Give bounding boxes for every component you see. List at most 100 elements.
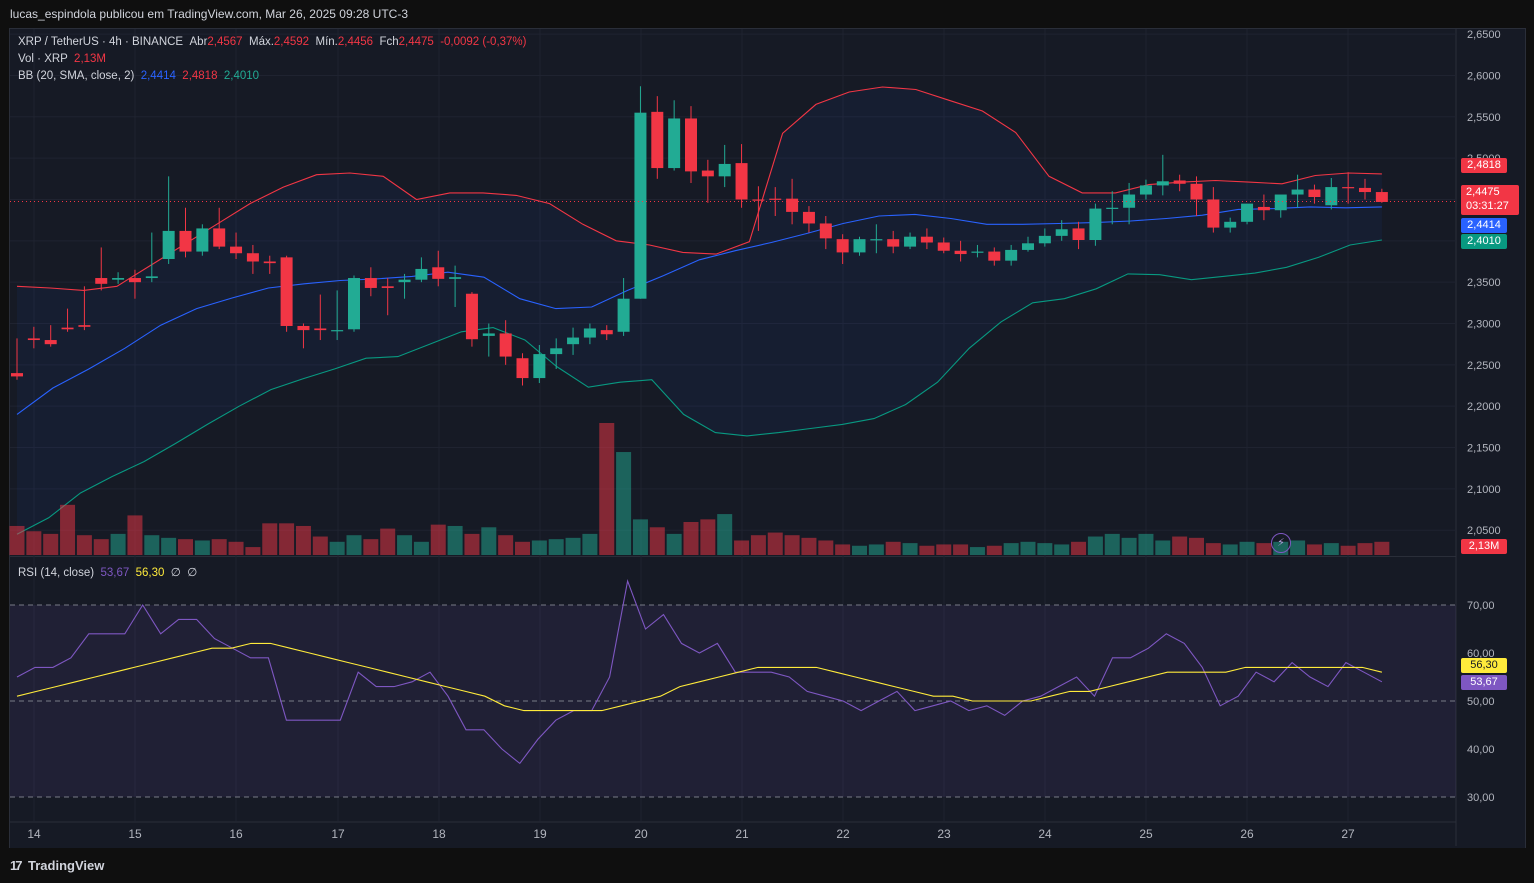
lightning-icon[interactable]: ⚡ xyxy=(1271,533,1291,553)
volume-bar xyxy=(1172,536,1188,555)
volume-bar xyxy=(885,541,901,555)
rsi-line xyxy=(16,578,1383,765)
volume-bar xyxy=(1189,537,1204,555)
candle-body xyxy=(482,333,495,336)
volume-bar xyxy=(649,527,665,555)
candle-body xyxy=(954,250,967,255)
volume-bar xyxy=(1222,544,1238,555)
candle-body xyxy=(617,298,630,332)
rsi-extra-1: ∅ xyxy=(170,567,181,579)
volume-bar xyxy=(986,545,1002,555)
volume-bar xyxy=(515,541,530,555)
volume-bar xyxy=(447,525,463,555)
close-value: 2,4475 xyxy=(398,36,434,48)
volume-bar xyxy=(1037,543,1053,555)
change-value: -0,0092 (-0,37%) xyxy=(440,36,527,48)
rsi-ma-value: 56,30 xyxy=(135,567,165,579)
volume-legend[interactable]: Vol · XRP 2,13M xyxy=(18,53,106,65)
volume-bar xyxy=(683,522,699,555)
volume-tag: 2,13M xyxy=(1461,539,1507,554)
low-value: 2,4456 xyxy=(337,36,374,48)
candle-body xyxy=(263,261,276,264)
bb-label: BB (20, SMA, close, 2) xyxy=(18,70,135,82)
volume-bar xyxy=(1071,541,1087,555)
candle-body xyxy=(499,333,512,357)
candle-body xyxy=(550,348,563,355)
candle-body xyxy=(1190,183,1203,200)
last-price: 2,4475 xyxy=(1466,186,1500,198)
candle-body xyxy=(651,111,664,169)
candle-body xyxy=(432,267,445,279)
candle-body xyxy=(230,246,243,254)
candle-body xyxy=(449,277,462,279)
volume-bar xyxy=(76,535,92,555)
time-tick-label: 25 xyxy=(1139,827,1153,841)
rsi-tick-label: 70,00 xyxy=(1467,600,1495,612)
time-tick-label: 22 xyxy=(836,827,850,841)
volume-value: 2,13M xyxy=(74,53,107,65)
volume-bar xyxy=(1104,533,1120,555)
candle-body xyxy=(381,286,394,288)
candle-body xyxy=(516,358,529,379)
volume-bar xyxy=(1121,537,1137,555)
candle-body xyxy=(1055,229,1068,236)
bb-basis-line xyxy=(16,206,1382,415)
volume-bar xyxy=(632,519,648,555)
candle-body xyxy=(112,278,125,280)
time-tick-label: 21 xyxy=(735,827,749,841)
volume-bar xyxy=(1138,533,1154,555)
bb-basis-tag: 2,4414 xyxy=(1461,218,1507,233)
candle-body xyxy=(465,293,478,340)
bb-upper-tag: 2,4818 xyxy=(1461,158,1507,173)
volume-bar xyxy=(1003,543,1019,555)
volume-bar xyxy=(734,540,750,555)
volume-bar xyxy=(599,423,615,555)
tradingview-logo[interactable]: 17 TradingView xyxy=(10,858,104,873)
candle-body xyxy=(853,239,866,253)
candle-body xyxy=(179,230,192,252)
rsi-tick-label: 60,00 xyxy=(1467,648,1495,660)
open-value: 2,4567 xyxy=(207,36,243,48)
volume-bar xyxy=(60,504,76,555)
low-label: Mín. xyxy=(315,36,338,48)
volume-bar xyxy=(1340,545,1356,555)
volume-bar xyxy=(211,539,227,555)
candle-body xyxy=(415,268,428,280)
volume-bar xyxy=(767,532,783,555)
candle-body xyxy=(1173,180,1186,184)
time-tick-label: 16 xyxy=(229,827,243,841)
volume-bar xyxy=(548,539,564,555)
volume-bar xyxy=(1205,543,1221,555)
volume-bar xyxy=(969,547,985,555)
candle-body xyxy=(364,278,377,288)
time-tick-label: 17 xyxy=(331,827,345,841)
candle-body xyxy=(1224,221,1237,228)
bb-legend[interactable]: BB (20, SMA, close, 2) 2,4414 2,4818 2,4… xyxy=(18,70,259,82)
candle-body xyxy=(1005,249,1018,261)
rsi-legend[interactable]: RSI (14, close) 53,67 56,30 ∅ ∅ xyxy=(18,565,197,579)
bb-lower-value: 2,4010 xyxy=(223,70,260,82)
price-tick-label: 2,6500 xyxy=(1467,29,1501,41)
candle-body xyxy=(27,338,40,341)
candle-body xyxy=(128,278,141,283)
volume-label: Vol · XRP xyxy=(18,53,68,65)
volume-bar xyxy=(481,527,497,555)
volume-bar xyxy=(397,535,413,555)
volume-bar xyxy=(1374,541,1390,555)
volume-bar xyxy=(717,514,733,555)
rsi-ma-tag: 56,30 xyxy=(1461,658,1507,673)
candle-body xyxy=(1291,189,1304,195)
candle-body xyxy=(1274,194,1287,211)
chart-frame[interactable] xyxy=(9,28,1526,849)
footer-bar xyxy=(0,848,1534,883)
bb-upper-value: 2,4818 xyxy=(182,70,218,82)
candle-body xyxy=(280,257,293,326)
volume-bar xyxy=(262,523,278,555)
symbol-title[interactable]: XRP / TetherUS · 4h · BINANCE xyxy=(18,36,184,48)
last-price-tag: 2,4475 03:31:27 xyxy=(1461,185,1519,215)
candle-body xyxy=(11,373,23,377)
time-tick-label: 24 xyxy=(1038,827,1052,841)
candle-body xyxy=(348,278,360,330)
candle-body xyxy=(920,236,933,243)
